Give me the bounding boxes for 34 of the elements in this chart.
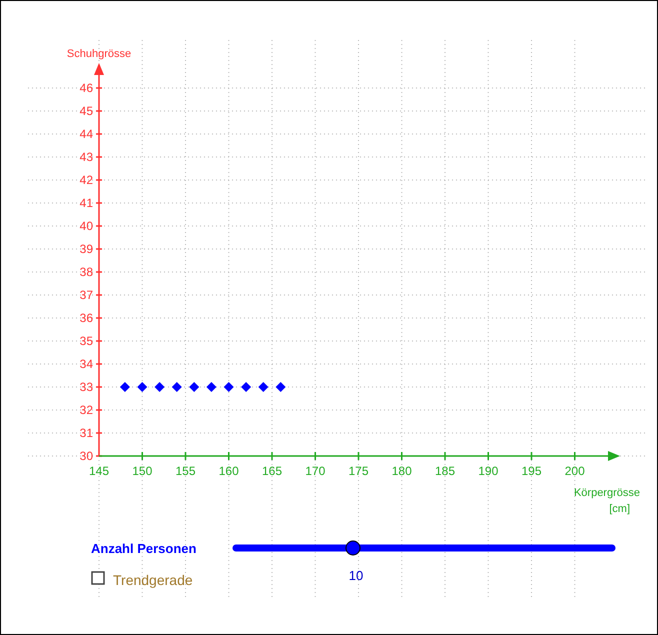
y-tick-label: 38 [80,265,94,280]
x-tick-label: 180 [392,464,412,478]
y-tick-label: 31 [80,426,94,440]
x-tick-label: 200 [564,464,586,478]
x-tick-label: 170 [305,464,326,478]
text: Trendgerade [113,572,193,588]
x-tick-label: 155 [175,464,196,478]
y-tick-label: 39 [80,242,94,256]
x-tick-label: 150 [132,464,153,478]
y-tick-label: 35 [80,334,94,348]
y-tick-label: 41 [80,196,94,210]
x-tick-label: 165 [262,464,282,478]
y-tick-label: 44 [80,127,94,142]
y-tick-label: 34 [80,357,94,372]
text: 10 [348,568,364,583]
x-tick-label: 160 [218,464,240,478]
text: Anzahl Personen [91,541,197,556]
y-tick-label: 45 [80,104,94,118]
y-tick-label: 43 [80,150,94,164]
x-tick-label: 195 [521,464,542,478]
x-axis-title: Körpergrösse [cm] [574,487,640,515]
x-tick-label: 175 [348,464,369,478]
y-tick-label: 36 [80,311,94,326]
x-tick-label: 185 [434,464,456,478]
y-tick-label: 46 [80,81,94,96]
y-tick-label: 40 [80,219,94,234]
y-tick-label: 42 [80,173,94,188]
y-axis-title: Schuhgrösse [66,48,132,60]
x-tick-label: 190 [478,464,499,478]
y-tick-label: 33 [80,380,94,394]
x-tick-label: 145 [88,464,110,478]
y-tick-label: 30 [80,449,94,464]
y-tick-label: 37 [80,288,94,302]
y-tick-label: 32 [80,403,94,418]
